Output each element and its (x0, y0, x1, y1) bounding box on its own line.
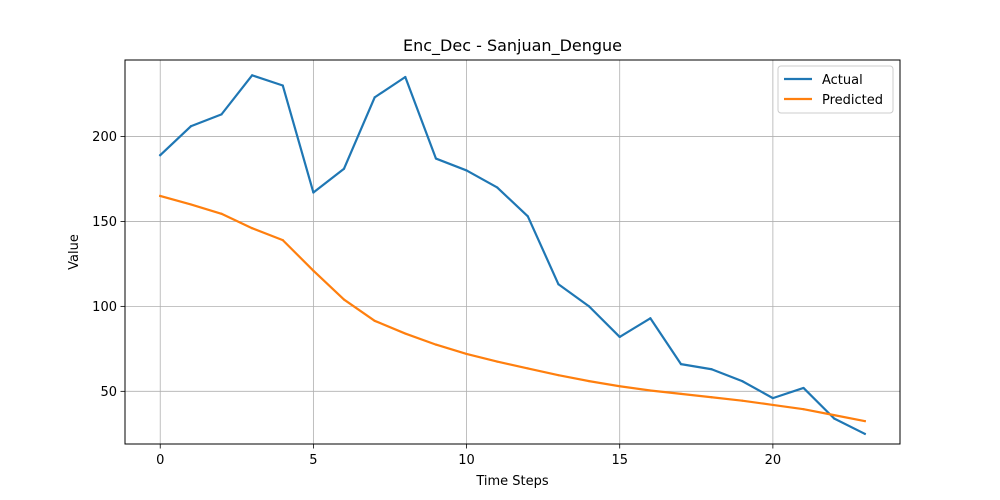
data-point-actual (251, 74, 254, 77)
x-tick-label: 0 (156, 453, 164, 468)
y-tick-label: 50 (100, 385, 117, 400)
data-point-predicted (618, 385, 621, 388)
data-point-predicted (251, 227, 254, 230)
data-point-actual (189, 125, 192, 128)
data-point-predicted (833, 414, 836, 417)
data-point-actual (404, 75, 407, 79)
data-point-predicted (312, 269, 315, 272)
data-point-predicted (220, 212, 223, 215)
chart-title: Enc_Dec - Sanjuan_Dengue (403, 36, 622, 56)
data-point-predicted (526, 367, 529, 370)
data-point-actual (496, 186, 499, 189)
data-point-predicted (710, 396, 713, 399)
y-axis-label: Value (67, 234, 82, 270)
data-point-actual (281, 84, 284, 87)
data-point-actual (710, 368, 713, 371)
data-point-actual (863, 432, 866, 435)
series-lines (158, 74, 867, 436)
data-point-predicted (281, 239, 284, 242)
data-point-predicted (434, 343, 438, 346)
legend: Actual Predicted (777, 65, 894, 114)
grid-lines (125, 60, 900, 444)
x-axis: 0 5 10 15 20 (156, 444, 781, 468)
data-point-predicted (771, 403, 774, 407)
data-point-actual (802, 386, 805, 390)
data-point-actual (833, 417, 836, 420)
data-point-predicted (863, 419, 866, 423)
data-point-actual (434, 157, 438, 160)
legend-label-predicted: Predicted (822, 93, 883, 108)
plot-frame (124, 59, 901, 445)
data-point-predicted (465, 352, 468, 356)
data-point-predicted (679, 392, 683, 395)
data-point-predicted (741, 399, 744, 402)
data-point-actual (220, 113, 223, 116)
data-point-predicted (587, 380, 591, 383)
series-line-actual (158, 74, 867, 436)
data-point-actual (312, 191, 315, 194)
data-point-predicted (557, 374, 560, 377)
data-point-actual (159, 154, 162, 157)
data-point-predicted (496, 360, 499, 363)
series-line-predicted (158, 194, 867, 423)
legend-box (777, 65, 894, 114)
data-point-actual (465, 169, 468, 172)
data-point-actual (679, 363, 683, 366)
data-point-actual (373, 96, 376, 99)
y-tick-label: 150 (92, 215, 117, 230)
y-tick-label: 200 (92, 130, 117, 145)
data-point-actual (342, 167, 346, 170)
data-point-predicted (159, 194, 162, 198)
x-axis-label: Time Steps (475, 474, 549, 489)
x-tick-label: 5 (309, 453, 317, 468)
x-tick-label: 20 (765, 453, 782, 468)
data-point-actual (587, 305, 591, 308)
data-point-actual (557, 283, 560, 286)
y-tick-label: 100 (92, 300, 117, 315)
legend-label-actual: Actual (822, 73, 863, 88)
data-point-predicted (189, 203, 192, 206)
data-point-actual (741, 380, 744, 383)
data-point-predicted (649, 389, 652, 392)
data-point-actual (771, 397, 774, 400)
data-point-predicted (404, 332, 407, 335)
data-point-actual (649, 317, 652, 320)
data-point-actual (618, 335, 621, 339)
y-axis: 50 100 150 200 (92, 130, 125, 400)
x-tick-label: 15 (611, 453, 628, 468)
x-tick-label: 10 (458, 453, 475, 468)
data-point-predicted (342, 298, 346, 301)
data-point-predicted (373, 319, 376, 322)
data-point-actual (526, 215, 529, 218)
data-point-predicted (802, 408, 805, 411)
